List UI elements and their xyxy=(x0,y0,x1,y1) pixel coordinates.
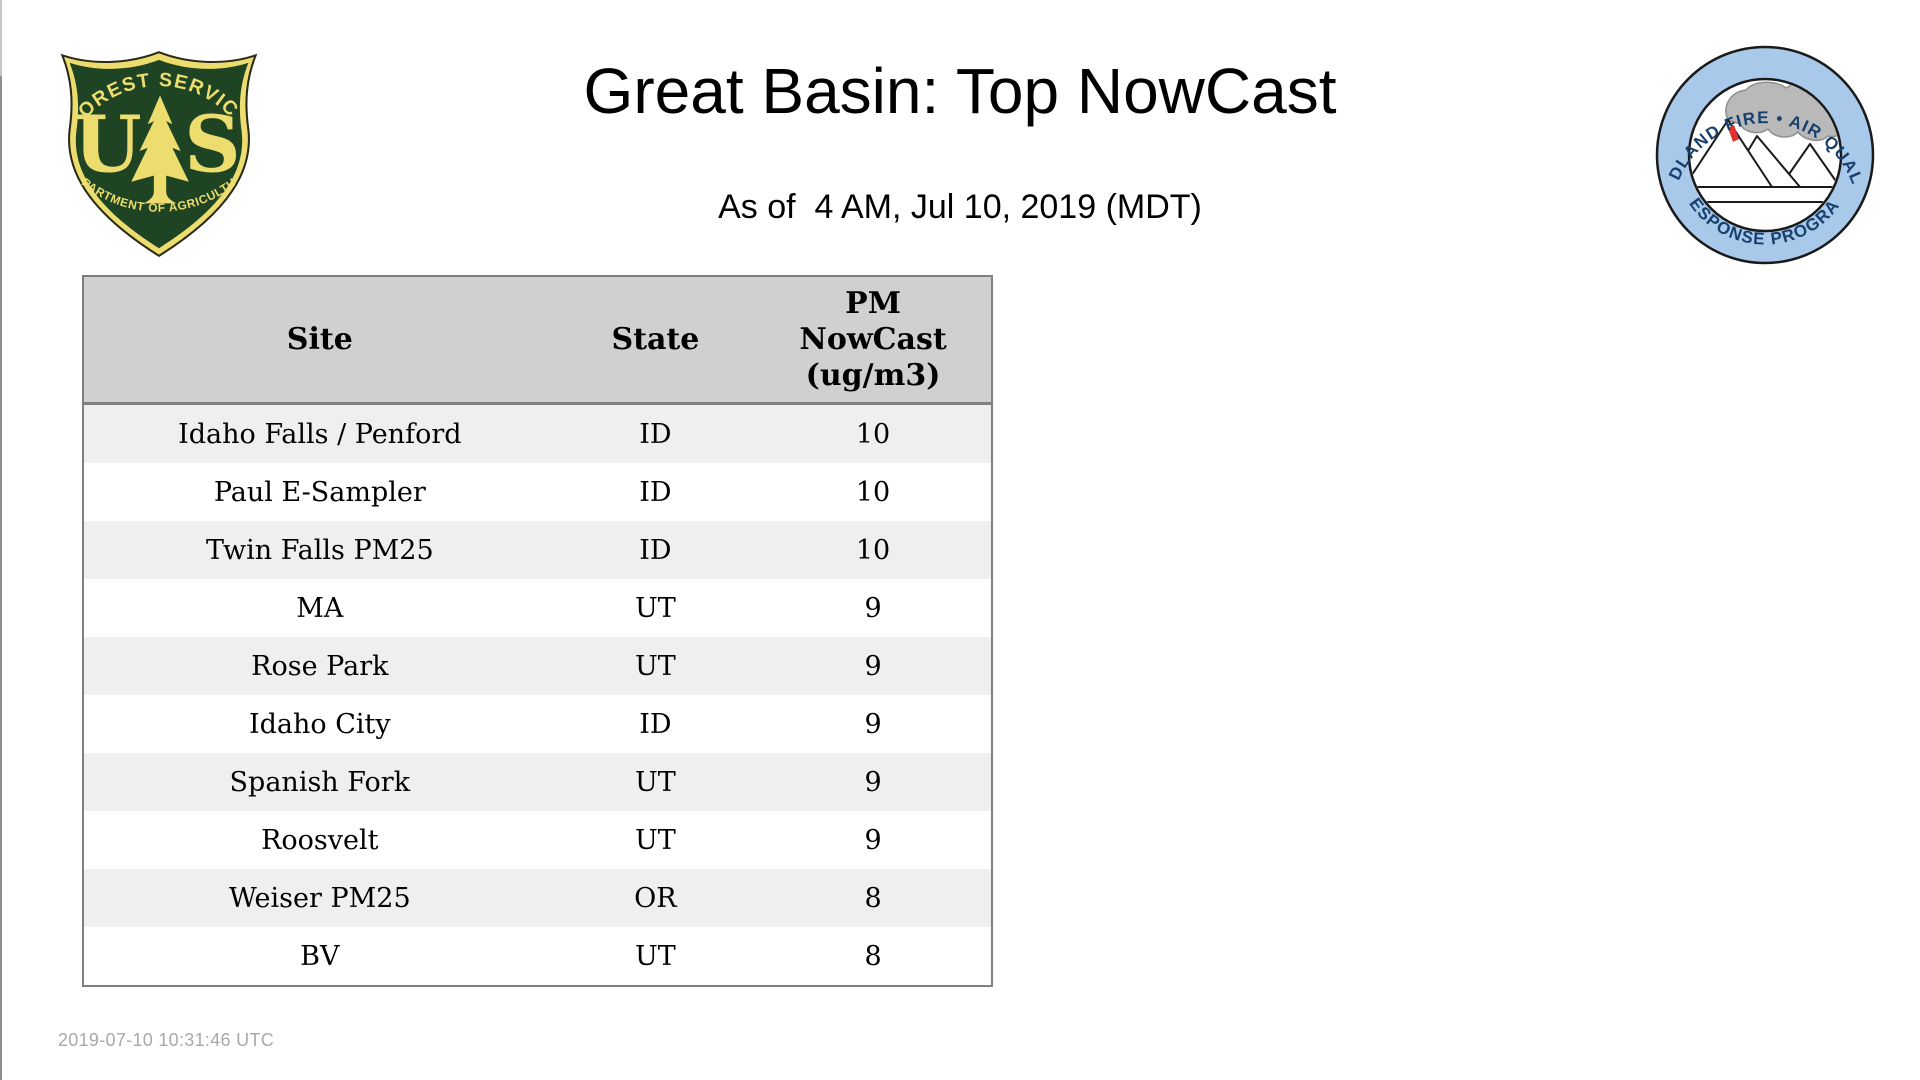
table-row: BV UT 8 xyxy=(84,927,991,985)
table-row: Idaho City ID 9 xyxy=(84,695,991,753)
table-row: Idaho Falls / Penford ID 10 xyxy=(84,405,991,463)
table-body: Idaho Falls / Penford ID 10 Paul E-Sampl… xyxy=(84,405,991,985)
cell-site: Paul E-Sampler xyxy=(213,476,426,508)
nowcast-table: Site State PM NowCast (ug/m3) Idaho Fall… xyxy=(82,275,993,987)
cell-pm: 9 xyxy=(864,824,882,856)
screen-edge-artifact xyxy=(0,0,2,1080)
cell-state: OR xyxy=(634,882,677,914)
cell-site: Idaho City xyxy=(248,708,391,740)
cell-state: ID xyxy=(639,708,672,740)
forest-service-logo: FOREST SERVICE U S DEPARTMENT OF AGRICUL… xyxy=(55,44,257,257)
cell-pm: 9 xyxy=(864,592,882,624)
cell-pm: 9 xyxy=(864,708,882,740)
table-row: Spanish Fork UT 9 xyxy=(84,753,991,811)
cell-pm: 8 xyxy=(864,940,882,972)
wfaqrp-logo: WILDLAND FIRE • AIR QUALITY RESPONSE PRO… xyxy=(1650,40,1875,265)
cell-site: Idaho Falls / Penford xyxy=(178,418,462,450)
cell-site: Roosvelt xyxy=(261,824,379,856)
page-subtitle: As of 4 AM, Jul 10, 2019 (MDT) xyxy=(718,188,1202,226)
page-title: Great Basin: Top NowCast xyxy=(583,55,1337,127)
cell-pm: 8 xyxy=(864,882,882,914)
letter-u: U xyxy=(74,100,142,191)
cell-state: UT xyxy=(635,824,676,856)
column-header-state: State xyxy=(611,321,700,357)
cell-pm: 10 xyxy=(855,534,891,566)
mountains-icon xyxy=(1690,119,1840,188)
cell-site: Twin Falls PM25 xyxy=(205,534,434,566)
cell-site: Weiser PM25 xyxy=(228,882,411,914)
cell-site: Spanish Fork xyxy=(229,766,411,798)
generated-timestamp: 2019-07-10 10:31:46 UTC xyxy=(58,1030,275,1050)
cell-site: Rose Park xyxy=(251,650,389,682)
table-row: Twin Falls PM25 ID 10 xyxy=(84,521,991,579)
cell-pm: 9 xyxy=(864,650,882,682)
cell-pm: 10 xyxy=(855,418,891,450)
fire-icon xyxy=(1728,125,1739,142)
table-row: Weiser PM25 OR 8 xyxy=(84,869,991,927)
cell-site: MA xyxy=(296,592,344,624)
cell-state: UT xyxy=(635,592,676,624)
cell-state: ID xyxy=(639,534,672,566)
table-row: MA UT 9 xyxy=(84,579,991,637)
column-header-site: Site xyxy=(286,321,353,357)
cell-pm: 9 xyxy=(864,766,882,798)
pine-tree-icon xyxy=(131,95,189,204)
cell-state: ID xyxy=(639,418,672,450)
cell-site: BV xyxy=(300,940,340,972)
table-row: Rose Park UT 9 xyxy=(84,637,991,695)
table-header-row: Site State PM NowCast (ug/m3) xyxy=(84,277,991,405)
cell-state: UT xyxy=(635,940,676,972)
column-header-pm: PM NowCast (ug/m3) xyxy=(799,285,947,393)
table-row: Roosvelt UT 9 xyxy=(84,811,991,869)
cell-state: UT xyxy=(635,650,676,682)
cell-pm: 10 xyxy=(855,476,891,508)
letter-s: S xyxy=(184,100,240,191)
cell-state: UT xyxy=(635,766,676,798)
table-row: Paul E-Sampler ID 10 xyxy=(84,463,991,521)
cell-state: ID xyxy=(639,476,672,508)
